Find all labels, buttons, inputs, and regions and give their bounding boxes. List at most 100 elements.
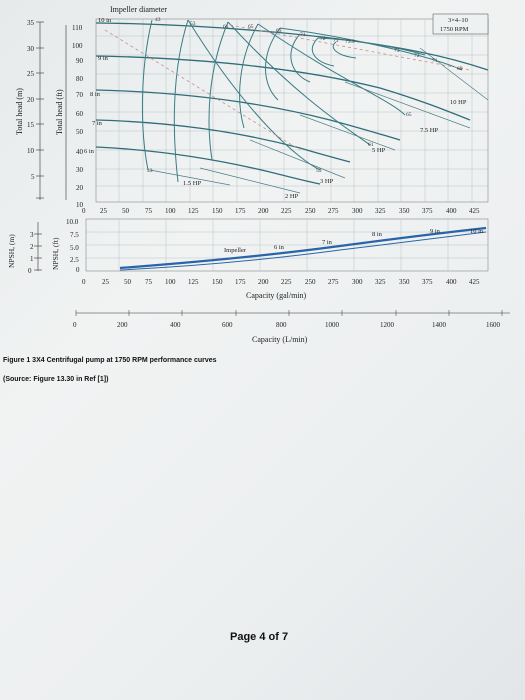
gal-tick: 225 [281, 207, 292, 215]
lmin-tick: 1400 [432, 321, 447, 329]
head-ft-axis-label: Total head (ft) [55, 89, 64, 135]
head-curve-9in [95, 55, 471, 121]
npsh-curve-lower [119, 231, 487, 271]
horsepower-lines [149, 47, 489, 194]
eff-curve-71 [290, 33, 311, 83]
gal-tick: 175 [235, 207, 246, 215]
gal-tick: 375 [422, 207, 433, 215]
page-number: Page 4 of 7 [230, 631, 289, 643]
gal-tick: 350 [399, 207, 410, 215]
gal-tick: 275 [328, 207, 339, 215]
hp-label: 7.5 HP [420, 127, 438, 134]
eff-curve-69-right [279, 27, 463, 71]
impeller-label-8in: 8 in [90, 91, 101, 98]
efficiency-label: 73.9 [345, 39, 355, 45]
npsh-impeller-label: 9 in [430, 228, 441, 235]
head-m-tick: 30 [27, 45, 35, 53]
head-m-tick: 35 [27, 19, 35, 27]
lmin-axis-label: Capacity (L/min) [252, 335, 308, 344]
hp-line-1_5 [149, 169, 231, 186]
head-ft-tick: 110 [72, 24, 83, 32]
gal-tick: 0 [82, 207, 86, 215]
gal-tick: 200 [258, 207, 269, 215]
efficiency-label: 43 [147, 168, 153, 174]
eff-curve-72-right [317, 37, 426, 56]
hp-line-5 [299, 114, 396, 151]
head-chart-grid [95, 18, 489, 203]
head-m-tick: 10 [27, 147, 35, 155]
figure-caption: Figure 1 3X4 Centrifugal pump at 1750 RP… [3, 357, 217, 364]
lmin-axis: 0 200 400 600 800 1000 1200 1400 1600 Ca… [73, 310, 510, 344]
efficiency-label: 53 [316, 168, 322, 174]
gal-tick: 225 [281, 278, 292, 286]
lmin-tick: 600 [222, 321, 233, 329]
lmin-tick: 1200 [380, 321, 395, 329]
gal-tick: 200 [258, 278, 269, 286]
head-ft-tick: 70 [76, 91, 84, 99]
efficiency-label: 61 [368, 142, 374, 148]
gal-tick: 275 [328, 278, 339, 286]
gal-tick: 300 [352, 278, 363, 286]
npsh-m-tick: 0 [28, 267, 32, 275]
npsh-impeller-label: Impeller [224, 247, 247, 254]
efficiency-label: 69 [457, 66, 463, 72]
hp-line-7_5 [344, 81, 471, 129]
impeller-label-10in: 10 in [98, 17, 112, 24]
gal-tick: 375 [422, 278, 433, 286]
gal-tick: 325 [375, 207, 386, 215]
gal-tick: 125 [188, 207, 199, 215]
gal-tick: 100 [165, 207, 176, 215]
head-ft-tick: 20 [76, 184, 84, 192]
efficiency-label: 73 [394, 48, 400, 54]
hp-line-3 [249, 139, 346, 179]
lmin-tick: 800 [276, 321, 287, 329]
dashed-max-efficiency [104, 24, 471, 151]
lmin-tick: 0 [73, 321, 77, 329]
lmin-tick: 200 [117, 321, 128, 329]
head-ft-tick: 50 [76, 128, 84, 136]
head-curve-7in [95, 119, 351, 163]
head-m-tick: 15 [27, 121, 35, 129]
gal-tick: 425 [469, 207, 480, 215]
gal-tick: 150 [212, 207, 223, 215]
efficiency-label: 71 [300, 32, 306, 38]
head-ft-tick: 100 [72, 42, 83, 50]
hp-label: 10 HP [450, 99, 467, 106]
gal-tick: 75 [145, 207, 153, 215]
gal-tick: 425 [469, 278, 480, 286]
head-m-axis-label: Total head (m) [15, 88, 24, 135]
npsh-m-tick: 2 [30, 243, 34, 251]
hp-line-2 [199, 167, 301, 194]
gal-tick: 50 [124, 278, 132, 286]
gal-tick: 250 [305, 278, 316, 286]
eff-curve-72 [312, 37, 335, 67]
npsh-chart: 3 2 1 0 10.0 7.5 5.0 2.5 0 NPSH, (m) NPS… [7, 218, 489, 300]
npsh-impeller-label: 6 in [274, 244, 285, 251]
gal-tick: 25 [100, 207, 108, 215]
gal-axis-ticks-top: 0 25 50 75 100 125 150 175 200 225 250 2… [82, 207, 480, 215]
pump-label: 3×4–10 1750 RPM [432, 13, 489, 35]
eff-curve-61 [208, 21, 229, 161]
head-ft-tick: 40 [76, 148, 84, 156]
eff-curve-65-right [257, 23, 406, 116]
head-m-tick: 5 [31, 173, 35, 181]
gal-axis-ticks-bottom: 0 25 50 75 100 125 150 175 200 225 250 2… [82, 278, 480, 300]
gal-tick: 125 [188, 278, 199, 286]
efficiency-label: 65 [248, 24, 254, 30]
efficiency-label: 72 [414, 53, 420, 59]
gal-tick: 25 [102, 278, 110, 286]
pump-label-line2: 1750 RPM [440, 26, 469, 33]
head-m-tick: 25 [27, 70, 35, 78]
efficiency-label: 69 [276, 28, 282, 34]
eff-curve-69 [265, 27, 281, 101]
gal-tick: 325 [375, 278, 386, 286]
gal-tick: 400 [446, 207, 457, 215]
lmin-tick: 1000 [325, 321, 340, 329]
gal-tick: 350 [399, 278, 410, 286]
head-curve-6in [95, 146, 321, 185]
npsh-ft-tick: 0 [76, 266, 80, 274]
efficiency-label: 71 [432, 58, 438, 64]
gal-tick: 75 [145, 278, 153, 286]
head-ft-tick: 90 [76, 57, 84, 65]
